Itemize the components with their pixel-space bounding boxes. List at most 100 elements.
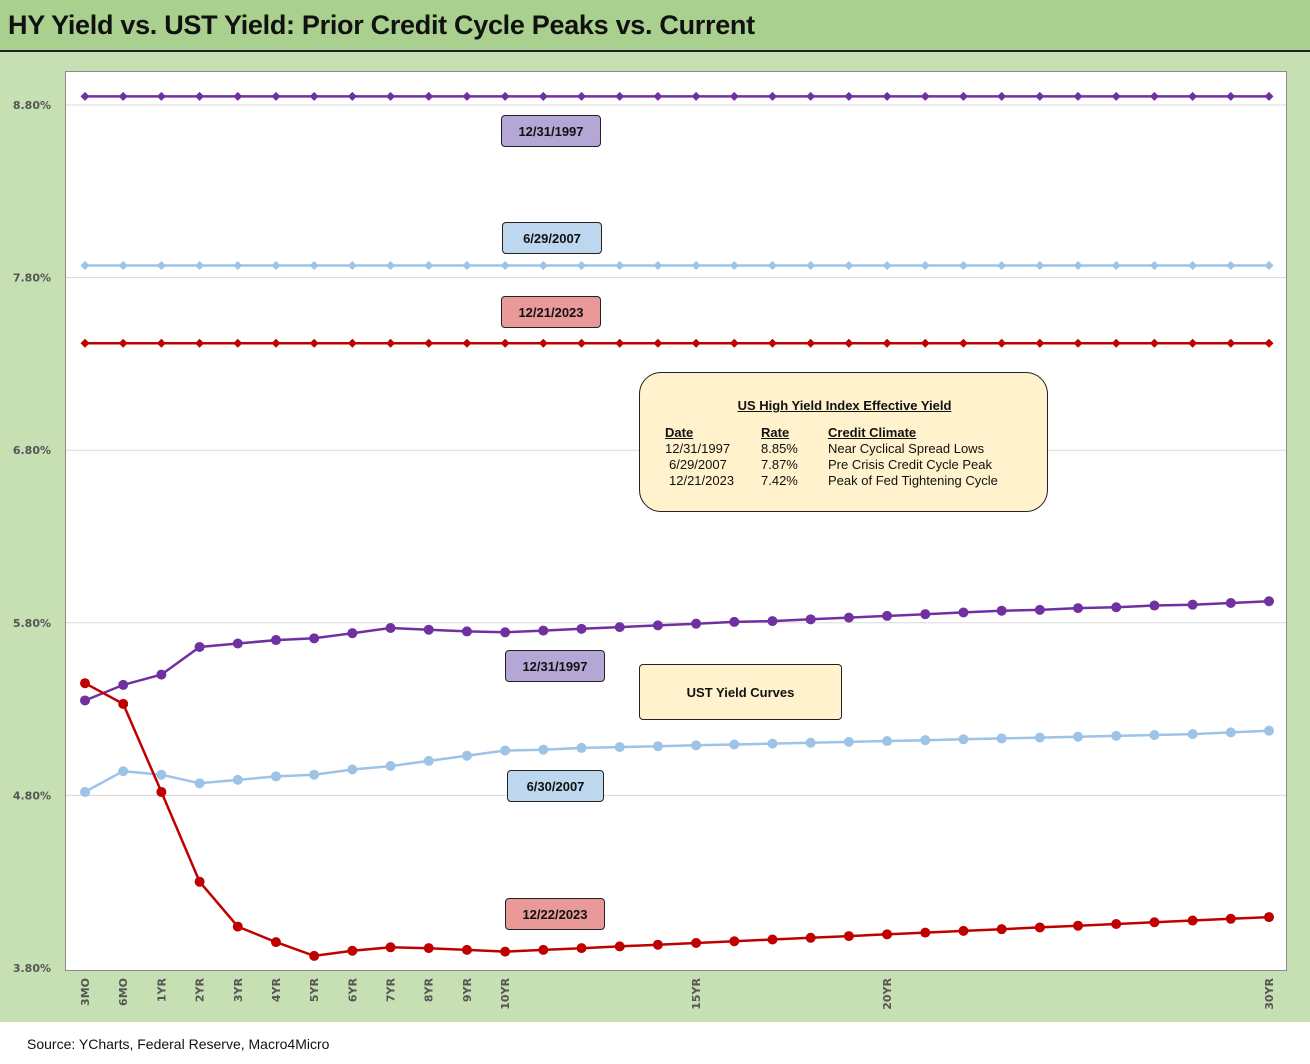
data-point (500, 261, 510, 271)
data-point (500, 338, 510, 348)
data-point (1188, 261, 1198, 271)
data-point (347, 91, 357, 101)
ust-1997-label: 12/31/1997 (505, 650, 605, 682)
hy-2007-label: 6/29/2007 (502, 222, 602, 254)
data-point (691, 91, 701, 101)
data-point (882, 610, 893, 621)
data-point (1149, 600, 1160, 611)
data-point (1149, 729, 1160, 740)
hy-table-title: US High Yield Index Effective Yield (737, 398, 952, 413)
data-point (80, 91, 90, 101)
data-point (576, 742, 587, 753)
data-point (233, 261, 243, 271)
data-point (843, 931, 854, 942)
data-point (729, 739, 740, 750)
data-point (691, 338, 701, 348)
data-point (920, 261, 930, 271)
data-point (270, 635, 281, 646)
data-point (347, 338, 357, 348)
data-point (538, 944, 549, 955)
data-point (577, 261, 587, 271)
data-point (500, 946, 511, 957)
hy-yield-table-box: US High Yield Index Effective Yield Date… (639, 372, 1048, 512)
data-point (652, 939, 663, 950)
table-cell: 6/29/2007 (669, 457, 727, 472)
title-bar: HY Yield vs. UST Yield: Prior Credit Cyc… (0, 0, 1310, 52)
data-point (691, 618, 702, 629)
data-point (1264, 261, 1274, 271)
data-point (385, 942, 396, 953)
data-point (386, 261, 396, 271)
hy-table-header-rate: Rate (761, 425, 790, 440)
data-point (729, 338, 739, 348)
data-point (653, 91, 663, 101)
data-point (1149, 91, 1159, 101)
data-point (461, 944, 472, 955)
hy-2023-label: 12/21/2023 (501, 296, 601, 328)
data-point (461, 626, 472, 637)
data-point (538, 338, 548, 348)
table-row: 12/21/2023 7.42% Peak of Fed Tightening … (665, 473, 998, 489)
data-point (844, 91, 854, 101)
data-point (844, 261, 854, 271)
data-point (233, 91, 243, 101)
data-point (652, 741, 663, 752)
data-point (462, 261, 472, 271)
x-tick-label: 30YR (1263, 977, 1276, 1009)
data-point (1034, 922, 1045, 933)
data-point (576, 943, 587, 954)
table-cell: 7.87% (761, 457, 798, 472)
data-point (1188, 338, 1198, 348)
hy-table: Date Rate Credit Climate 12/31/1997 8.85… (665, 425, 998, 489)
data-point (195, 338, 205, 348)
x-tick-label: 20YR (881, 977, 894, 1009)
data-point (347, 945, 358, 956)
data-point (309, 91, 319, 101)
data-point (233, 338, 243, 348)
data-point (309, 338, 319, 348)
x-tick-label: 9YR (461, 977, 474, 1002)
data-point (958, 925, 969, 936)
data-point (577, 91, 587, 101)
data-point (156, 769, 167, 780)
data-point (462, 91, 472, 101)
data-point (80, 786, 90, 797)
data-point (843, 612, 854, 623)
data-point (1187, 729, 1198, 740)
data-point (614, 622, 625, 633)
data-point (347, 764, 358, 775)
data-point (1073, 920, 1084, 931)
data-point (805, 737, 816, 748)
data-point (538, 744, 549, 755)
data-point (424, 261, 434, 271)
data-point (1035, 261, 1045, 271)
table-cell: 7.42% (761, 473, 798, 488)
data-point (1149, 261, 1159, 271)
data-point (118, 698, 129, 709)
data-point (1073, 91, 1083, 101)
source-note: Source: YCharts, Federal Reserve, Macro4… (27, 1036, 330, 1052)
y-tick-label: 8.80% (13, 99, 51, 112)
y-tick-label: 5.80% (13, 617, 51, 630)
data-point (691, 261, 701, 271)
data-point (882, 736, 893, 747)
data-point (1149, 917, 1160, 928)
data-point (1264, 912, 1274, 923)
data-point (309, 261, 319, 271)
table-cell: Peak of Fed Tightening Cycle (828, 473, 998, 488)
table-cell: Pre Crisis Credit Cycle Peak (828, 457, 992, 472)
data-point (1225, 913, 1236, 924)
data-point (195, 261, 205, 271)
data-point (729, 936, 740, 947)
data-point (194, 778, 205, 789)
y-tick-label: 6.80% (13, 444, 51, 457)
data-point (80, 338, 90, 348)
data-point (1226, 261, 1236, 271)
data-point (1111, 602, 1122, 613)
data-point (882, 338, 892, 348)
data-point (347, 628, 358, 639)
page-title: HY Yield vs. UST Yield: Prior Credit Cyc… (8, 10, 755, 40)
x-tick-label: 15YR (690, 977, 703, 1009)
x-tick-label: 10YR (499, 977, 512, 1009)
